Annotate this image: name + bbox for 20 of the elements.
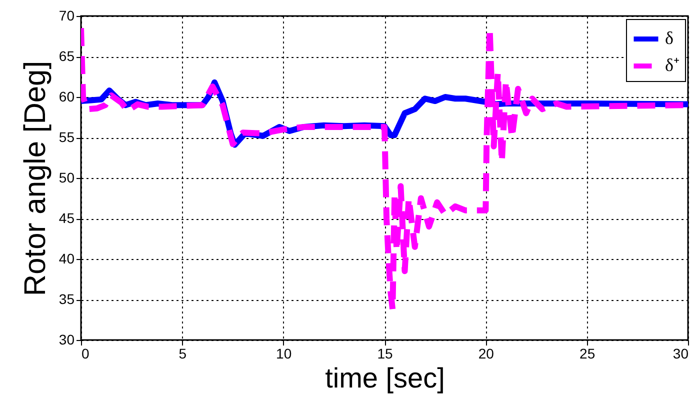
y-tick-label: 65 — [58, 48, 75, 64]
y-tick-label: 35 — [58, 291, 75, 307]
y-tick-label: 45 — [58, 210, 75, 226]
legend-label: δ⁺ — [665, 55, 680, 75]
x-tick-label: 20 — [478, 346, 494, 362]
y-tick-label: 30 — [58, 332, 75, 348]
x-tick-label: 5 — [178, 346, 187, 362]
x-tick-label: 10 — [276, 346, 292, 362]
x-axis-title: time [sec] — [325, 362, 445, 394]
x-tick-label: 0 — [82, 346, 90, 362]
x-tick-label: 15 — [377, 346, 393, 362]
x-tick-label: 30 — [672, 346, 689, 362]
y-tick-label: 55 — [58, 129, 75, 145]
y-axis-title: Rotor angle [Deg] — [18, 60, 52, 296]
y-tick-label: 60 — [58, 88, 75, 104]
y-tick-label: 50 — [58, 170, 75, 186]
legend-label: δ — [665, 28, 674, 48]
y-tick-label: 40 — [58, 250, 75, 266]
x-tick-label: 25 — [580, 346, 596, 362]
y-tick-label: 70 — [58, 8, 75, 24]
